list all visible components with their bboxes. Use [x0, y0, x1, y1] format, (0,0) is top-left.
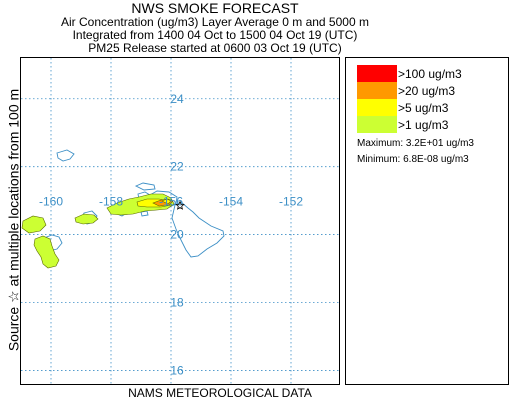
lon-tick-label: -158 — [99, 195, 123, 209]
legend-swatch — [357, 116, 397, 133]
subtitle-concentration: Air Concentration (ug/m3) Layer Average … — [61, 15, 369, 29]
lat-tick-label: 18 — [170, 296, 184, 310]
legend-swatch — [357, 82, 397, 99]
legend-label: >1 ug/m3 — [398, 118, 449, 132]
smoke-west-1 — [33, 235, 60, 269]
map-title: NWS SMOKE FORECAST — [131, 0, 299, 16]
lon-tick-label: -160 — [39, 195, 63, 209]
coast-hawaii — [171, 201, 225, 258]
legend-panel: >100 ug/m3 >20 ug/m3 >5 ug/m3 >1 ug/m3 M… — [345, 57, 509, 385]
max-concentration: Maximum: 3.2E+01 ug/m3 — [357, 138, 474, 149]
legend-swatch — [357, 99, 397, 116]
lat-tick-label: 22 — [170, 160, 184, 174]
coast-kahoolawe — [140, 210, 149, 217]
lat-tick-label: 16 — [170, 363, 184, 377]
subtitle-release: PM25 Release started at 0600 03 Oct 19 (… — [88, 41, 342, 55]
legend-label: >100 ug/m3 — [398, 67, 462, 81]
legend-label: >20 ug/m3 — [398, 84, 456, 98]
lat-tick-label: 24 — [170, 92, 184, 106]
lon-tick-label: -152 — [279, 195, 303, 209]
legend-label: >5 ug/m3 — [398, 101, 449, 115]
lon-tick-label: -154 — [219, 195, 243, 209]
smoke-plume — [21, 193, 175, 269]
subtitle-integration: Integrated from 1400 04 Oct to 1500 04 O… — [72, 28, 358, 42]
legend-item-100: >100 ug/m3 — [357, 65, 497, 82]
legend-item-20: >20 ug/m3 — [357, 82, 497, 99]
legend-item-1: >1 ug/m3 — [357, 116, 497, 133]
source-star-icon — [175, 200, 185, 210]
data-source-footer: NAMS METEOROLOGICAL DATA — [128, 386, 312, 400]
coast-oahu-north — [56, 149, 75, 162]
coast-molokai — [134, 182, 156, 191]
map-panel: -160 -158 -156 -154 -152 24 22 20 18 16 — [20, 57, 340, 385]
legend-swatch — [357, 65, 397, 82]
lat-tick-label: 20 — [170, 228, 184, 242]
source-star-shape — [175, 200, 185, 210]
smoke-source-core — [161, 198, 172, 205]
min-concentration: Minimum: 6.8E-08 ug/m3 — [357, 154, 469, 165]
grid-lines — [21, 58, 339, 384]
smoke-niihau-kauai — [21, 215, 47, 234]
legend-item-5: >5 ug/m3 — [357, 99, 497, 116]
smoke-oahu — [74, 213, 99, 225]
